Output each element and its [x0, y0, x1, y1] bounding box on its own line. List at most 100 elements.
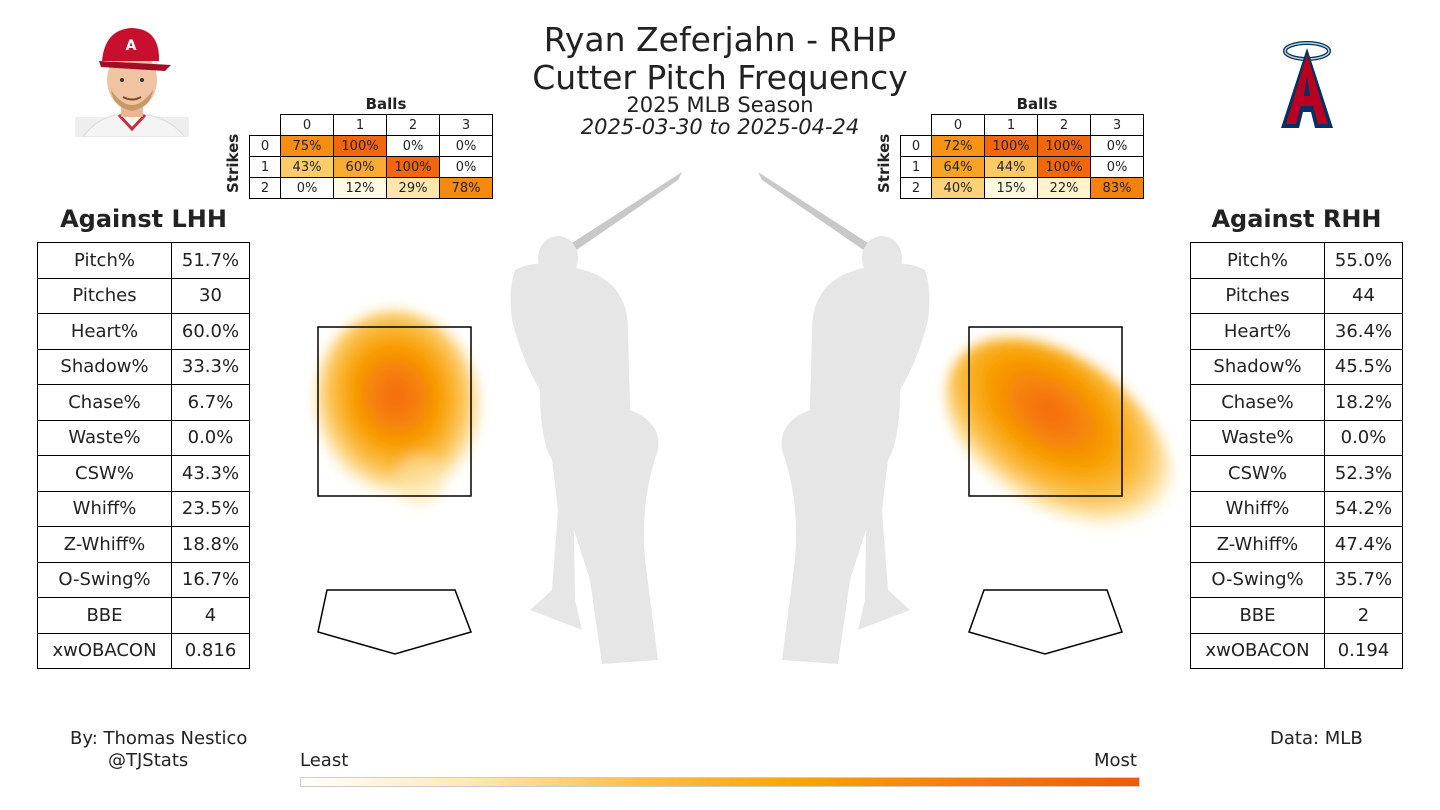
- stat-label: Pitch%: [1190, 242, 1325, 279]
- stat-value: 0.0%: [1324, 419, 1403, 456]
- stat-value: 54.2%: [1324, 490, 1403, 527]
- ball-count-header: 1: [984, 114, 1038, 136]
- stat-row: CSW% 43.3%: [37, 455, 250, 492]
- count-table-lhh: 0 1 2 3 0 75% 100% 0% 0% 1 43% 60% 100% 0% 2 0% 12% 29% 78…: [249, 114, 493, 199]
- stat-row: CSW% 52.3%: [1190, 455, 1403, 492]
- chart-title: Ryan Zeferjahn - RHP: [543, 20, 897, 59]
- strike-count-header: 0: [249, 135, 281, 157]
- stat-value: 0.816: [171, 632, 250, 669]
- stat-value: 2: [1324, 597, 1403, 634]
- stat-table-lhh: Pitch% 51.7% Pitches 30 Heart% 60.0% Shadow% 33…: [37, 242, 250, 669]
- stat-label: CSW%: [1190, 455, 1325, 492]
- ball-count-header: 2: [1037, 114, 1091, 136]
- stat-label: Z-Whiff%: [37, 526, 172, 563]
- stat-row: Whiff% 54.2%: [1190, 490, 1403, 527]
- stat-row: Z-Whiff% 47.4%: [1190, 526, 1403, 563]
- stat-row: O-Swing% 35.7%: [1190, 561, 1403, 598]
- count-cell: 40%: [931, 177, 985, 199]
- ball-count-header: 1: [333, 114, 387, 136]
- colorbar: [300, 777, 1140, 787]
- strike-count-header: 0: [900, 135, 932, 157]
- stat-value: 55.0%: [1324, 242, 1403, 279]
- count-cell: 29%: [386, 177, 440, 199]
- stat-label: CSW%: [37, 455, 172, 492]
- strike-zone-lhh: [317, 326, 472, 497]
- stat-label: Z-Whiff%: [1190, 526, 1325, 563]
- stat-label: Waste%: [37, 419, 172, 456]
- stat-label: BBE: [37, 597, 172, 634]
- count-cell: 100%: [1037, 135, 1091, 157]
- count-cell: 64%: [931, 156, 985, 178]
- stat-value: 4: [171, 597, 250, 634]
- stat-value: 44: [1324, 277, 1403, 314]
- balls-label-rhh: Balls: [1016, 95, 1058, 113]
- stat-value: 52.3%: [1324, 455, 1403, 492]
- count-cell: 12%: [333, 177, 387, 199]
- stat-value: 45.5%: [1324, 348, 1403, 385]
- rhh-title: Against RHH: [1211, 205, 1382, 233]
- stat-label: Chase%: [37, 384, 172, 421]
- count-cell: 78%: [439, 177, 493, 199]
- lhh-title: Against LHH: [60, 205, 227, 233]
- stat-value: 0.194: [1324, 632, 1403, 669]
- colorbar-low-label: Least: [300, 750, 349, 771]
- count-cell: 44%: [984, 156, 1038, 178]
- pitch-location-plots: [315, 172, 1174, 664]
- svg-text:A: A: [126, 38, 137, 54]
- stat-label: xwOBACON: [37, 632, 172, 669]
- count-table-rhh: 0 1 2 3 0 72% 100% 100% 0% 1 64% 44% 100% 0% 2 40% 15% 22…: [900, 114, 1144, 199]
- stat-label: O-Swing%: [1190, 561, 1325, 598]
- stat-value: 18.8%: [171, 526, 250, 563]
- stat-value: 18.2%: [1324, 384, 1403, 421]
- colorbar-high-label: Most: [1094, 750, 1137, 771]
- stat-row: Pitch% 51.7%: [37, 242, 250, 279]
- stat-value: 30: [171, 277, 250, 314]
- count-cell: 72%: [931, 135, 985, 157]
- count-table-corner: [250, 115, 281, 136]
- count-cell: 83%: [1090, 177, 1144, 199]
- stat-row: Heart% 60.0%: [37, 313, 250, 350]
- stat-label: Heart%: [37, 313, 172, 350]
- angels-logo-icon: [1281, 41, 1333, 128]
- stat-row: Pitches 44: [1190, 277, 1403, 314]
- batter-silhouette-rhh-icon: [758, 172, 930, 664]
- strike-count-header: 2: [249, 177, 281, 199]
- count-cell: 15%: [984, 177, 1038, 199]
- stat-value: 60.0%: [171, 313, 250, 350]
- home-plate-lhh: [317, 589, 472, 655]
- stat-label: Pitch%: [37, 242, 172, 279]
- ball-count-header: 2: [386, 114, 440, 136]
- stat-label: Pitches: [37, 277, 172, 314]
- stat-row: Heart% 36.4%: [1190, 313, 1403, 350]
- stat-row: Shadow% 45.5%: [1190, 348, 1403, 385]
- count-table-corner: [901, 115, 932, 136]
- count-cell: 75%: [280, 135, 334, 157]
- stat-row: Z-Whiff% 18.8%: [37, 526, 250, 563]
- stat-label: Pitches: [1190, 277, 1325, 314]
- stat-row: BBE 4: [37, 597, 250, 634]
- stat-row: Pitches 30: [37, 277, 250, 314]
- batter-silhouette-lhh-icon: [510, 172, 682, 664]
- stat-label: Whiff%: [37, 490, 172, 527]
- stat-row: BBE 2: [1190, 597, 1403, 634]
- balls-label-lhh: Balls: [365, 95, 407, 113]
- ball-count-header: 3: [439, 114, 493, 136]
- ball-count-header: 0: [280, 114, 334, 136]
- count-cell: 43%: [280, 156, 334, 178]
- stat-row: Shadow% 33.3%: [37, 348, 250, 385]
- stat-value: 35.7%: [1324, 561, 1403, 598]
- stat-row: Whiff% 23.5%: [37, 490, 250, 527]
- stat-value: 6.7%: [171, 384, 250, 421]
- strike-zone-rhh: [968, 326, 1123, 497]
- stat-row: Chase% 18.2%: [1190, 384, 1403, 421]
- stat-value: 23.5%: [171, 490, 250, 527]
- stat-row: Waste% 0.0%: [37, 419, 250, 456]
- stat-value: 47.4%: [1324, 526, 1403, 563]
- stat-label: BBE: [1190, 597, 1325, 634]
- count-cell: 100%: [984, 135, 1038, 157]
- count-cell: 0%: [1090, 156, 1144, 178]
- data-source: Data: MLB: [1270, 728, 1363, 749]
- stat-label: Whiff%: [1190, 490, 1325, 527]
- author-handle: @TJStats: [108, 750, 189, 771]
- stat-label: xwOBACON: [1190, 632, 1325, 669]
